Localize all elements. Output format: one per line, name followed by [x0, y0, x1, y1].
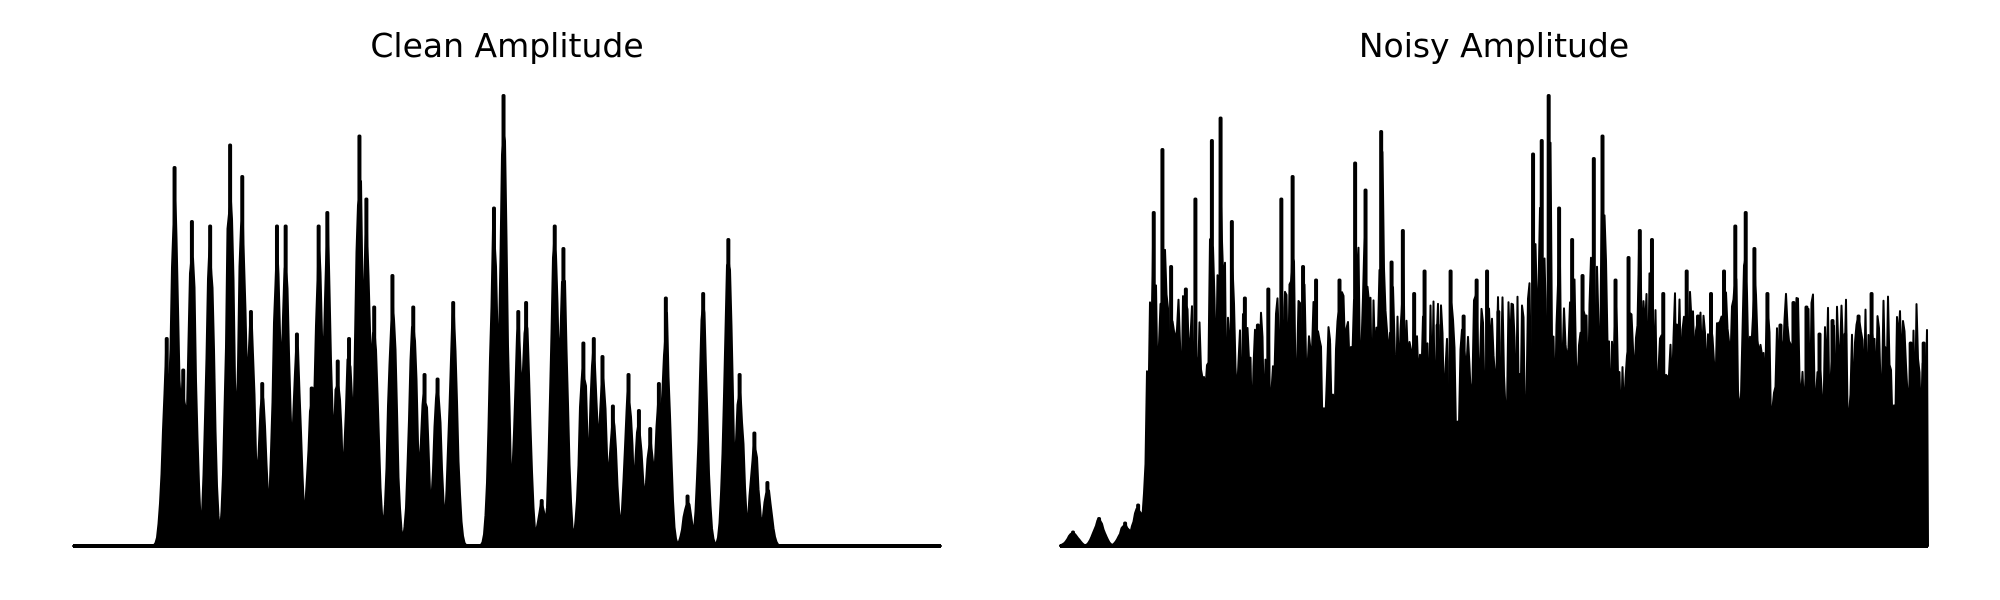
chart-title-left: Clean Amplitude — [370, 26, 644, 65]
chart-title-right: Noisy Amplitude — [1358, 26, 1630, 65]
series-noisy-amplitude — [1059, 94, 1929, 548]
amplitude-envelope — [1059, 133, 1929, 547]
amplitude-envelope — [72, 125, 942, 547]
series-clean-amplitude — [72, 94, 942, 548]
